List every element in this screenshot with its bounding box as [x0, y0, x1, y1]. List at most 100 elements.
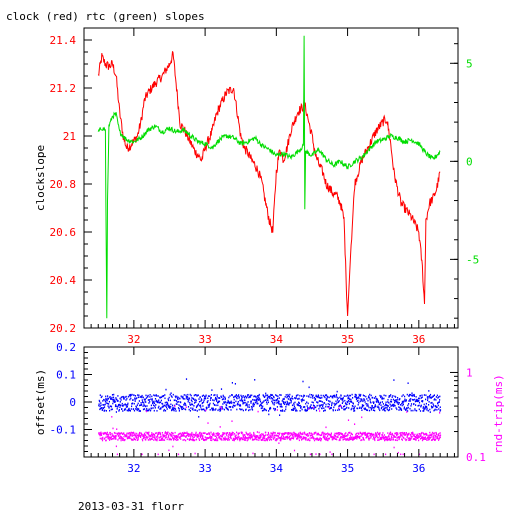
offset-point	[239, 408, 241, 410]
offset-point	[190, 407, 192, 409]
offset-point	[216, 398, 218, 400]
offset-point	[262, 405, 264, 408]
rndtrip-point	[381, 434, 383, 436]
rndtrip-point	[418, 436, 420, 438]
rndtrip-point	[334, 432, 336, 435]
offset-point	[130, 394, 132, 397]
offset-point	[347, 396, 349, 398]
offset-point	[175, 400, 178, 402]
offset-point	[251, 394, 253, 397]
rndtrip-point	[361, 416, 363, 419]
rndtrip-point	[317, 432, 319, 435]
offset-point	[206, 401, 209, 404]
offset-point	[396, 402, 398, 404]
offset-point	[197, 403, 200, 405]
offset-point	[200, 408, 202, 410]
offset-point	[162, 403, 164, 405]
rndtrip-point	[126, 434, 128, 437]
rndtrip-point	[396, 434, 398, 437]
rndtrip-point	[344, 435, 346, 438]
offset-point	[287, 393, 289, 396]
offset-point	[224, 397, 226, 400]
rndtrip-point	[242, 434, 244, 437]
rndtrip-point	[368, 439, 370, 441]
offset-point	[374, 405, 376, 408]
rndtrip-point	[232, 432, 234, 434]
rndtrip-point	[295, 435, 297, 437]
offset-point	[191, 397, 193, 399]
offset-point	[308, 386, 310, 389]
offset-point	[370, 401, 372, 404]
rndtrip-point	[140, 436, 142, 438]
rndtrip-point	[338, 433, 340, 436]
rndtrip-point	[390, 438, 392, 441]
rndtrip-point	[281, 432, 283, 435]
offset-point	[133, 394, 135, 397]
rndtrip-point	[374, 434, 376, 437]
offset-point	[250, 402, 252, 404]
offset-point	[251, 408, 253, 410]
offset-point	[198, 416, 200, 418]
offset-point	[235, 395, 237, 398]
offset-point	[430, 397, 432, 399]
offset-point	[280, 409, 282, 412]
offset-point	[166, 402, 169, 404]
rndtrip-point	[257, 410, 259, 413]
rndtrip-point	[409, 433, 412, 436]
offset-point	[258, 399, 260, 401]
rndtrip-point	[434, 436, 436, 438]
slope-y-axis-label: clockslope	[34, 145, 47, 211]
rndtrip-point	[276, 438, 278, 441]
offset-point	[227, 399, 229, 402]
rndtrip-point	[149, 439, 151, 441]
offset-point	[355, 396, 357, 399]
offset-point	[177, 398, 179, 401]
rndtrip-point	[110, 436, 112, 438]
offset-point	[214, 398, 216, 400]
rndtrip-point	[244, 435, 246, 438]
rndtrip-point	[221, 439, 223, 441]
rndtrip-point	[218, 436, 220, 439]
offset-point	[423, 403, 425, 406]
offset-point	[290, 401, 292, 404]
rndtrip-point	[137, 436, 139, 438]
rndtrip-point	[255, 437, 257, 439]
offset-point	[394, 395, 396, 398]
rndtrip-point	[153, 434, 156, 436]
offset-point	[143, 408, 146, 410]
rndtrip-point	[399, 435, 401, 438]
rndtrip-point	[113, 436, 115, 439]
rndtrip-point	[339, 432, 341, 434]
offset-point	[189, 403, 191, 406]
rndtrip-point	[169, 438, 171, 440]
rndtrip-point	[408, 439, 411, 441]
offset-point	[187, 393, 189, 396]
offset-point	[248, 406, 250, 408]
rndtrip-point	[121, 432, 123, 434]
rndtrip-point	[436, 436, 438, 438]
rndtrip-point	[352, 439, 354, 441]
offset-point	[374, 409, 376, 412]
rndtrip-point	[252, 434, 254, 437]
rndtrip-point	[110, 438, 113, 441]
offset-point	[394, 401, 396, 404]
rndtrip-point	[172, 445, 174, 448]
offset-point	[257, 402, 259, 405]
offset-point	[117, 395, 119, 397]
offset-point	[429, 395, 431, 397]
rndtrip-point	[209, 433, 211, 435]
rndtrip-point	[428, 438, 430, 441]
rndtrip-point	[312, 436, 314, 438]
offset-point	[423, 394, 425, 396]
rndtrip-point	[397, 432, 399, 434]
rndtrip-point	[242, 433, 244, 436]
offset-point	[116, 398, 118, 401]
slope-y-tick-label: 20.4	[50, 274, 77, 287]
offset-point	[100, 404, 102, 406]
offset-point	[335, 395, 337, 397]
rndtrip-point	[376, 436, 378, 439]
offset-point	[185, 394, 187, 396]
offset-point	[282, 398, 284, 401]
offset-point	[176, 397, 179, 399]
rndtrip-point	[202, 432, 204, 434]
